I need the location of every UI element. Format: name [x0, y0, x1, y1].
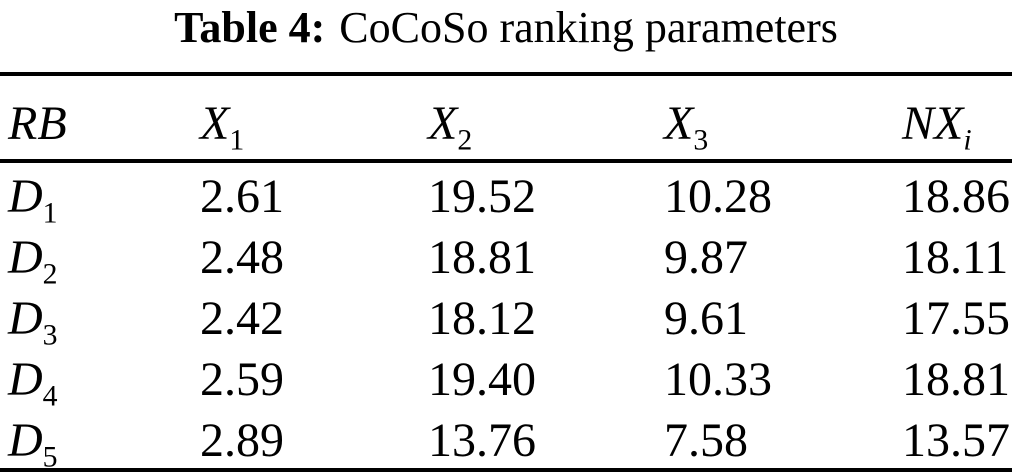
cell-d3-x1: 2.42: [200, 292, 284, 345]
table-row-d2: D2 2.48 18.81 9.87 18.11: [0, 224, 1012, 289]
cell-d1-x2: 19.52: [428, 170, 536, 223]
column-header-rb: RB: [0, 74, 200, 163]
column-header-rb-label: RB: [8, 97, 67, 150]
table-row-d4: D4 2.59 19.40 10.33 18.81: [0, 346, 1012, 411]
cell-d1-x3: 10.28: [664, 170, 772, 223]
column-header-x2-label: X: [428, 97, 458, 150]
column-header-nxi-label: NX: [902, 97, 964, 150]
row-label-d3: D3: [0, 285, 200, 350]
cell-d5-nxi: 13.57: [902, 414, 1010, 467]
row-label-subscript: 2: [42, 257, 58, 291]
cell-d3-nxi: 17.55: [902, 292, 1010, 345]
table-row-d3: D3 2.42 18.12 9.61 17.55: [0, 285, 1012, 350]
row-label-d2: D2: [0, 224, 200, 289]
table-header-row: RB X1 X2 X3 NXi: [0, 74, 1012, 163]
column-header-nxi-subscript: i: [963, 123, 972, 157]
row-label-base: D: [8, 170, 43, 223]
cell-d1-x1: 2.61: [200, 170, 284, 223]
row-label-subscript: 1: [42, 196, 58, 230]
cell-d5-x2: 13.76: [428, 414, 536, 467]
row-label-d5: D5: [0, 407, 200, 472]
table-caption: Table 4: CoCoSo ranking parameters: [0, 0, 1012, 72]
row-label-subscript: 4: [42, 379, 58, 413]
row-label-base: D: [8, 292, 43, 345]
cell-d2-x3: 9.87: [664, 231, 748, 284]
cell-d4-x2: 19.40: [428, 353, 536, 406]
column-header-x3: X3: [664, 74, 902, 163]
cell-d2-x2: 18.81: [428, 231, 536, 284]
row-label-d4: D4: [0, 346, 200, 411]
cell-d3-x2: 18.12: [428, 292, 536, 345]
column-header-x1: X1: [200, 74, 428, 163]
cell-d2-x1: 2.48: [200, 231, 284, 284]
column-header-x2: X2: [428, 74, 664, 163]
caption-label: Table 4:: [174, 3, 326, 52]
row-label-subscript: 5: [42, 440, 58, 474]
row-label-base: D: [8, 414, 43, 467]
cell-d3-x3: 9.61: [664, 292, 748, 345]
cell-d5-x1: 2.89: [200, 414, 284, 467]
cell-d1-nxi: 18.86: [902, 170, 1010, 223]
column-header-x3-label: X: [664, 97, 694, 150]
cell-d5-x3: 7.58: [664, 414, 748, 467]
cell-d4-nxi: 18.81: [902, 353, 1010, 406]
caption-text: CoCoSo ranking parameters: [339, 3, 838, 52]
ranking-table: RB X1 X2 X3 NXi D1 2.61 19.52 10.28 18.8…: [0, 72, 1012, 472]
row-label-d1: D1: [0, 161, 200, 228]
column-header-x1-label: X: [200, 97, 230, 150]
row-label-subscript: 3: [42, 318, 58, 352]
column-header-x2-subscript: 2: [457, 123, 473, 157]
column-header-x3-subscript: 3: [693, 123, 709, 157]
table-row-d1: D1 2.61 19.52 10.28 18.86: [0, 161, 1012, 228]
row-label-base: D: [8, 353, 43, 406]
table-row-d5: D5 2.89 13.76 7.58 13.57: [0, 407, 1012, 472]
cell-d4-x3: 10.33: [664, 353, 772, 406]
cell-d4-x1: 2.59: [200, 353, 284, 406]
column-header-nxi: NXi: [902, 74, 1012, 163]
column-header-x1-subscript: 1: [229, 123, 245, 157]
cell-d2-nxi: 18.11: [902, 231, 1009, 284]
row-label-base: D: [8, 231, 43, 284]
